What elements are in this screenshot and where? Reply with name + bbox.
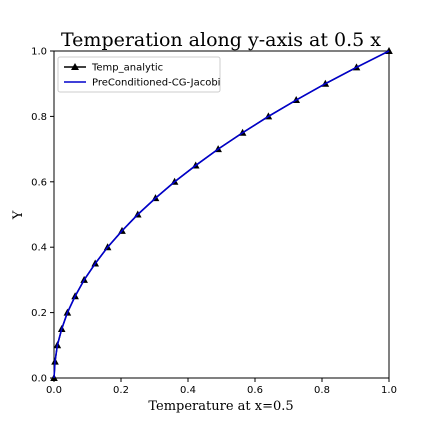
y-axis-label: Y [11, 210, 26, 220]
x-tick-label: 0.2 [113, 385, 129, 396]
x-axis-ticks: 0.0 0.2 0.4 0.6 0.8 1.0 [46, 378, 397, 396]
plot-area [53, 50, 390, 379]
x-tick-label: 1.0 [381, 385, 397, 396]
x-tick-label: 0.4 [180, 385, 196, 396]
series-line-preconditioned-cg-jacobi [53, 50, 390, 379]
y-tick-label: 0.8 [31, 112, 47, 123]
y-tick-label: 0.6 [31, 177, 47, 188]
x-tick-label: 0.6 [247, 385, 263, 396]
legend-label-analytic: Temp_analytic [91, 63, 163, 74]
x-tick-label: 0.8 [314, 385, 330, 396]
x-axis-label: Temperature at x=0.5 [148, 399, 293, 414]
series-layer [50, 47, 393, 381]
chart-title: Temperation along y-axis at 0.5 x [61, 29, 381, 51]
y-tick-label: 1.0 [31, 47, 47, 58]
y-tick-label: 0.4 [31, 243, 47, 254]
legend-label-cg: PreConditioned-CG-Jacobi [92, 78, 220, 89]
x-tick-label: 0.0 [46, 385, 62, 396]
y-tick-label: 0.2 [31, 308, 47, 319]
y-tick-label: 0.0 [31, 374, 47, 385]
legend-marker-analytic [71, 63, 79, 70]
legend-box [57, 56, 221, 93]
y-axis-ticks: 0.0 0.2 0.4 0.6 0.8 1.0 [31, 47, 54, 385]
legend: Temp_analytic PreConditioned-CG-Jacobi [57, 56, 221, 93]
